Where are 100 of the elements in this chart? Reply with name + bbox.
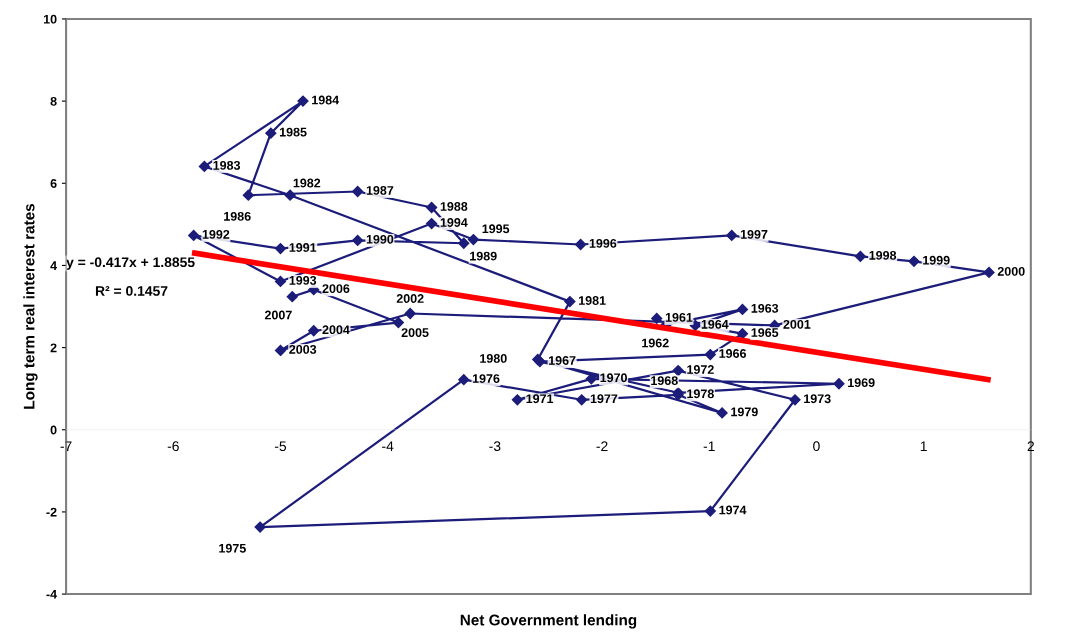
annotation: R² = 0.1457 <box>95 286 168 296</box>
annotation: 1984 <box>312 95 340 105</box>
annotation: 1975 <box>219 543 246 553</box>
annotation: 1970 <box>600 373 627 383</box>
annotation: 1999 <box>923 255 950 265</box>
point <box>458 374 470 386</box>
annotation: 1979 <box>731 407 758 417</box>
point <box>188 229 200 242</box>
x-tick-label: -6 <box>167 441 179 452</box>
x-tick-label: 2 <box>1027 441 1034 451</box>
point <box>392 316 404 329</box>
point <box>726 229 738 242</box>
point <box>352 185 364 198</box>
y-tick-label: -2 <box>46 507 57 517</box>
point <box>983 266 995 279</box>
annotation: 1972 <box>687 365 714 374</box>
point <box>242 189 254 201</box>
point <box>286 291 298 303</box>
annotation: 1969 <box>848 378 875 388</box>
annotation: 1966 <box>719 349 747 358</box>
x-tick-label: -7 <box>60 441 72 451</box>
y-tick-label: 0 <box>50 425 57 435</box>
annotation: 2000 <box>997 266 1025 276</box>
x-tick-label: 0 <box>813 441 820 452</box>
point <box>426 201 438 214</box>
annotation: 1977 <box>590 394 618 404</box>
point <box>254 521 266 533</box>
point <box>284 189 296 201</box>
annotation: 1980 <box>480 354 507 363</box>
annotation: 1981 <box>579 296 606 305</box>
annotation: 2006 <box>322 284 350 294</box>
annotation: 1992 <box>202 229 230 239</box>
annotation: 1994 <box>440 218 468 227</box>
y-tick-label: 2 <box>50 343 57 353</box>
point <box>789 394 801 406</box>
x-tick-label: 1 <box>920 441 927 451</box>
point <box>426 217 438 230</box>
point <box>274 275 287 288</box>
point <box>576 394 588 406</box>
point <box>651 312 663 325</box>
annotation: 1993 <box>289 275 317 285</box>
annotation: 1989 <box>470 251 497 261</box>
annotation: 1983 <box>213 160 241 170</box>
point <box>467 233 480 246</box>
point <box>404 307 416 320</box>
annotation: 1971 <box>526 394 554 404</box>
point <box>274 344 287 357</box>
annotation: 2007 <box>264 310 292 320</box>
annotation: 1965 <box>751 328 779 337</box>
annotation: 1964 <box>701 319 729 329</box>
annotation: 1990 <box>366 234 394 244</box>
point <box>352 234 364 246</box>
annotation: 1978 <box>687 389 714 399</box>
annotation: 2004 <box>322 325 350 335</box>
point <box>274 242 287 255</box>
y-tick-label: 10 <box>43 14 57 24</box>
point <box>736 303 749 316</box>
annotation: 2003 <box>289 344 317 354</box>
point <box>564 295 576 308</box>
point <box>308 325 320 337</box>
x-tick-label: -1 <box>703 441 715 451</box>
x-tick-label: -5 <box>274 441 287 452</box>
annotation: 2001 <box>783 319 811 329</box>
x-axis-title: Net Government lending <box>460 614 637 629</box>
annotation: 2005 <box>401 328 429 338</box>
annotation: 1991 <box>289 243 317 252</box>
annotation: 1998 <box>869 250 897 260</box>
y-tick-label: 4 <box>50 261 57 270</box>
y-axis-title: Long term real interest rates <box>23 203 38 409</box>
point <box>198 160 210 173</box>
x-tick-label: -2 <box>596 441 608 451</box>
point <box>672 364 684 377</box>
point <box>704 348 716 361</box>
annotation: 1963 <box>751 303 779 313</box>
point <box>908 255 920 267</box>
annotation: 2002 <box>396 294 424 303</box>
annotation: 1996 <box>589 238 617 248</box>
annotation: 1961 <box>665 312 693 322</box>
annotation: 1986 <box>224 211 251 221</box>
point <box>297 95 309 107</box>
x-tick-label: -3 <box>489 441 501 452</box>
annotation: y = -0.417x + 1.8855 <box>66 257 195 270</box>
point <box>704 505 716 517</box>
point <box>575 238 587 251</box>
annotation: 1988 <box>440 202 468 211</box>
point <box>833 378 845 390</box>
annotation: 1962 <box>642 338 669 348</box>
annotation: 1997 <box>740 229 768 239</box>
point <box>265 127 277 139</box>
annotation: 1995 <box>482 224 510 234</box>
point <box>511 394 523 406</box>
y-tick-label: 6 <box>50 179 57 188</box>
annotation: 1976 <box>472 374 500 383</box>
annotation: 1973 <box>804 394 831 404</box>
x-tick-label: -4 <box>382 441 394 451</box>
y-tick-label: -4 <box>46 590 57 599</box>
annotation: 1974 <box>719 505 747 515</box>
annotation: 1968 <box>651 376 678 386</box>
point <box>854 250 866 263</box>
y-tick-label: 8 <box>50 96 57 106</box>
